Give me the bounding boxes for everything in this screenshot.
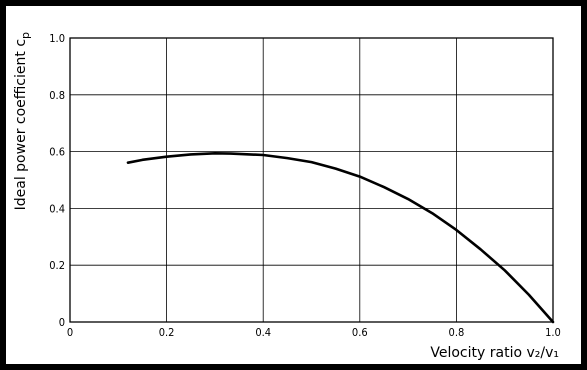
plot-area-border bbox=[69, 37, 554, 323]
x-tick-labels: 0 0.2 0.4 0.6 0.8 1.0 bbox=[67, 326, 561, 339]
x-tick-label: 1.0 bbox=[545, 326, 561, 339]
x-tick-label: 0 bbox=[67, 326, 73, 339]
y-tick-label: 0.4 bbox=[49, 202, 65, 215]
y-tick-label: 0.8 bbox=[49, 89, 65, 102]
x-tick-label: 0.8 bbox=[449, 326, 465, 339]
y-tick-label: 0.2 bbox=[49, 259, 65, 272]
y-axis-label-subscript: p bbox=[19, 32, 32, 39]
x-tick-label: 0.6 bbox=[352, 326, 368, 339]
y-axis-label: Ideal power coefficient cp bbox=[13, 32, 32, 210]
y-tick-label: 1.0 bbox=[49, 32, 65, 45]
gridlines bbox=[70, 38, 553, 322]
y-axis-label-main: Ideal power coefficient c bbox=[13, 39, 29, 210]
series-line bbox=[126, 152, 555, 324]
x-axis-label: Velocity ratio v₂/v₁ bbox=[430, 345, 559, 361]
y-tick-label: 0 bbox=[59, 316, 65, 329]
series-group bbox=[126, 152, 555, 324]
x-tick-label: 0.4 bbox=[255, 326, 271, 339]
x-tick-label: 0.2 bbox=[159, 326, 175, 339]
y-tick-labels: 0 0.2 0.4 0.6 0.8 1.0 bbox=[49, 32, 65, 329]
y-tick-label: 0.6 bbox=[49, 146, 65, 159]
